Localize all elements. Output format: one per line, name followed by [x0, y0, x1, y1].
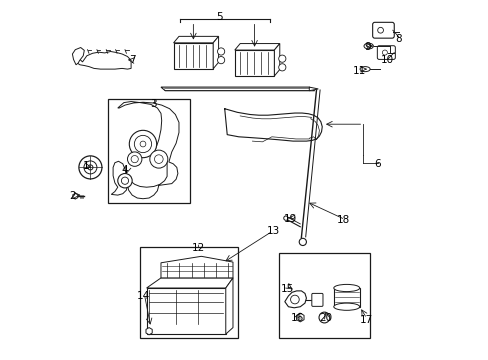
Circle shape [217, 48, 224, 55]
FancyBboxPatch shape [311, 293, 322, 306]
Polygon shape [234, 44, 279, 50]
Text: 5: 5 [216, 12, 222, 22]
Bar [279, 253, 369, 338]
Polygon shape [161, 256, 232, 278]
Text: 12: 12 [191, 243, 204, 253]
Text: 17: 17 [360, 315, 373, 325]
Polygon shape [309, 87, 318, 91]
Ellipse shape [363, 43, 373, 49]
Text: 7: 7 [129, 55, 136, 66]
Text: 13: 13 [266, 226, 279, 236]
Text: 10: 10 [381, 55, 393, 66]
Circle shape [278, 55, 285, 62]
Polygon shape [146, 278, 232, 288]
Text: 6: 6 [374, 159, 380, 169]
Polygon shape [111, 102, 179, 199]
Polygon shape [234, 50, 274, 76]
Circle shape [118, 174, 132, 188]
Circle shape [127, 152, 142, 166]
Text: 11: 11 [352, 66, 366, 76]
Circle shape [129, 130, 156, 158]
Bar [107, 99, 189, 203]
Text: 1: 1 [82, 161, 89, 171]
Polygon shape [76, 51, 131, 69]
Circle shape [283, 216, 287, 220]
Circle shape [149, 150, 167, 168]
Polygon shape [161, 87, 314, 91]
Text: 4: 4 [122, 165, 128, 175]
Text: 8: 8 [394, 34, 401, 44]
Polygon shape [173, 43, 213, 69]
Polygon shape [225, 278, 232, 334]
Polygon shape [146, 328, 152, 335]
Text: 18: 18 [336, 215, 349, 225]
FancyBboxPatch shape [372, 22, 393, 38]
Circle shape [217, 57, 224, 64]
Circle shape [299, 238, 306, 246]
Text: 3: 3 [150, 99, 157, 109]
Polygon shape [284, 291, 306, 308]
Polygon shape [296, 313, 304, 322]
Text: 20: 20 [318, 312, 331, 323]
Text: 9: 9 [364, 42, 370, 52]
Ellipse shape [359, 67, 369, 72]
Polygon shape [333, 288, 359, 307]
Ellipse shape [333, 284, 359, 292]
Bar [140, 247, 238, 338]
Polygon shape [73, 193, 78, 199]
Ellipse shape [333, 303, 359, 310]
Polygon shape [274, 44, 279, 76]
Text: 16: 16 [290, 312, 304, 323]
Circle shape [278, 64, 285, 71]
Polygon shape [213, 36, 218, 69]
Text: 19: 19 [284, 214, 297, 224]
Polygon shape [146, 288, 225, 334]
Circle shape [79, 156, 102, 179]
FancyBboxPatch shape [377, 46, 394, 59]
Polygon shape [72, 48, 84, 65]
Circle shape [318, 312, 329, 323]
Polygon shape [173, 36, 218, 43]
Text: 2: 2 [69, 191, 76, 201]
Text: 15: 15 [281, 284, 294, 294]
Text: 14: 14 [136, 291, 149, 301]
